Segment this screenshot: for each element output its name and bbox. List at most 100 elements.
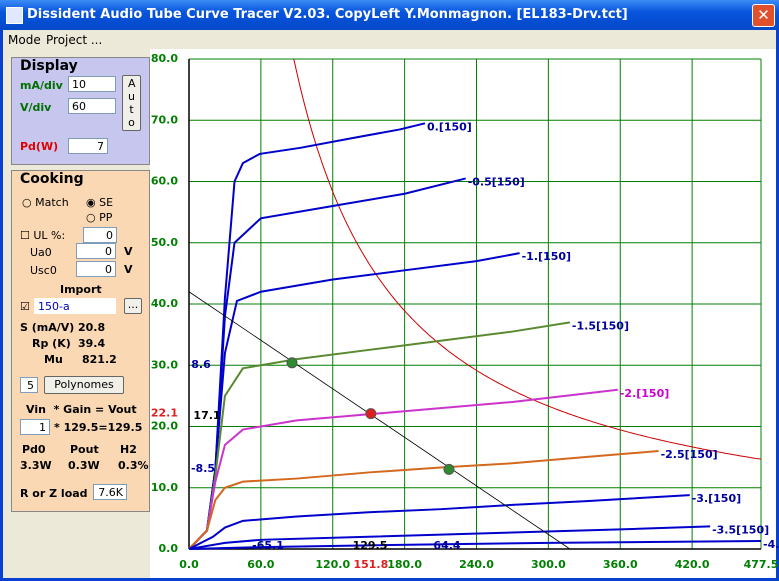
- label: Pd(W): [20, 140, 59, 153]
- annotation: -65.1: [252, 539, 284, 552]
- value: 0.3W: [68, 459, 100, 472]
- radio-se[interactable]: ◉ SE: [86, 196, 114, 209]
- label: V/div: [20, 101, 52, 114]
- browse-button[interactable]: ...: [124, 298, 142, 314]
- label: Usc0: [30, 264, 57, 277]
- title-bar: Dissident Audio Tube Curve Tracer V2.03.…: [0, 0, 779, 30]
- y-tick-label: 0.0: [159, 542, 179, 555]
- x-tick-label: 360.0: [603, 558, 638, 571]
- label: UL %:: [33, 229, 66, 242]
- select[interactable]: 10: [68, 76, 116, 92]
- y-tick-label: 40.0: [151, 297, 178, 310]
- window-frame: [0, 30, 779, 581]
- annotation: 8.6: [191, 358, 211, 371]
- plot-background: [150, 49, 776, 578]
- close-button[interactable]: ✕: [752, 4, 775, 27]
- x-tick-label: 120.0: [315, 558, 350, 571]
- y-tick-label: 70.0: [151, 113, 178, 126]
- y-tick-label: 60.0: [151, 175, 178, 188]
- input[interactable]: 7: [68, 138, 108, 154]
- value: 3.3W: [20, 459, 52, 472]
- y-tick-label: 80.0: [151, 52, 178, 65]
- curve: [188, 494, 690, 550]
- label: Mu: [44, 353, 63, 366]
- y-tick-label: 50.0: [151, 236, 178, 249]
- value: 0.3%: [118, 459, 149, 472]
- operating-point: [286, 357, 298, 369]
- menu-item[interactable]: Project ...: [46, 33, 103, 47]
- x-tick-label: 477.5: [744, 558, 779, 571]
- label: Rp (K): [32, 337, 71, 350]
- unit: V: [124, 245, 133, 258]
- label: S (mA/V): [20, 321, 75, 334]
- label: Import: [60, 283, 102, 296]
- op-y-label: 22.1: [151, 407, 178, 420]
- curve-label: -3.5[150]: [712, 523, 769, 536]
- checkbox-ul[interactable]: ☐ UL %:: [20, 229, 66, 242]
- input[interactable]: 0: [83, 227, 117, 243]
- annotation: 17.1: [193, 409, 220, 422]
- x-tick-label: 180.0: [387, 558, 422, 571]
- group-title: Display: [20, 58, 78, 74]
- label: Ua0: [30, 246, 52, 259]
- x-tick-label: 300.0: [531, 558, 566, 571]
- value: 821.2: [82, 353, 117, 366]
- curve-label: -1.[150]: [522, 250, 571, 263]
- x-tick-label: 420.0: [675, 558, 710, 571]
- label: mA/div: [20, 79, 63, 92]
- curve-label: -3.[150]: [692, 492, 741, 505]
- operating-point: [443, 463, 455, 475]
- label: PP: [99, 211, 113, 224]
- curve: [188, 525, 711, 550]
- load-line: [188, 291, 571, 550]
- x-tick-label: 240.0: [459, 558, 494, 571]
- label: Match: [35, 196, 69, 209]
- auto-button[interactable]: Auto: [122, 75, 141, 131]
- y-tick-label: 10.0: [151, 481, 178, 494]
- label: Vin * Gain = Vout: [26, 403, 137, 416]
- annotation: -8.5: [191, 462, 215, 475]
- value: * 129.5=129.5: [54, 421, 143, 434]
- x-tick-label: 0.0: [179, 558, 199, 571]
- unit: V: [124, 263, 133, 276]
- op-x-label: 151.8: [353, 558, 388, 571]
- value: 39.4: [78, 337, 106, 350]
- app-icon: [6, 7, 23, 24]
- input[interactable]: 7.6K: [93, 484, 127, 500]
- select[interactable]: 60: [68, 98, 116, 114]
- input[interactable]: 0: [76, 243, 116, 259]
- input[interactable]: 0: [76, 261, 116, 277]
- label: H2: [120, 443, 137, 456]
- group-title: Cooking: [20, 171, 84, 187]
- x-tick-label: 60.0: [247, 558, 274, 571]
- curve-label: -1.5[150]: [572, 319, 629, 332]
- checkbox-file[interactable]: ☑: [20, 300, 30, 313]
- y-tick-label: 20.0: [151, 420, 178, 433]
- input[interactable]: 5: [20, 377, 38, 393]
- file-field[interactable]: 150-a: [34, 298, 116, 314]
- curve: [188, 388, 618, 550]
- window-title: Dissident Audio Tube Curve Tracer V2.03.…: [27, 7, 628, 22]
- value: 20.8: [78, 321, 106, 334]
- cooking-group: [11, 170, 150, 512]
- curve-label: -4.[150]: [763, 538, 779, 551]
- label: SE: [99, 196, 114, 209]
- annotation: 64.4: [433, 539, 460, 552]
- input[interactable]: 1: [20, 419, 50, 435]
- curve-label: -2.[150]: [620, 387, 669, 400]
- radio-pp[interactable]: ○ PP: [86, 211, 113, 224]
- radio-match[interactable]: ○ Match: [22, 196, 69, 209]
- polynomes-button[interactable]: Polynomes: [44, 376, 124, 394]
- label: Pd0: [22, 443, 46, 456]
- dissipation-curve: [293, 58, 762, 460]
- label: Pout: [70, 443, 99, 456]
- curve-label: 0.[150]: [427, 120, 472, 133]
- curve: [188, 450, 659, 550]
- curve-label: -2.5[150]: [661, 448, 718, 461]
- label: R or Z load: [20, 487, 88, 500]
- curve: [188, 540, 762, 550]
- y-tick-label: 30.0: [151, 358, 178, 371]
- menu-item[interactable]: Mode: [8, 33, 41, 47]
